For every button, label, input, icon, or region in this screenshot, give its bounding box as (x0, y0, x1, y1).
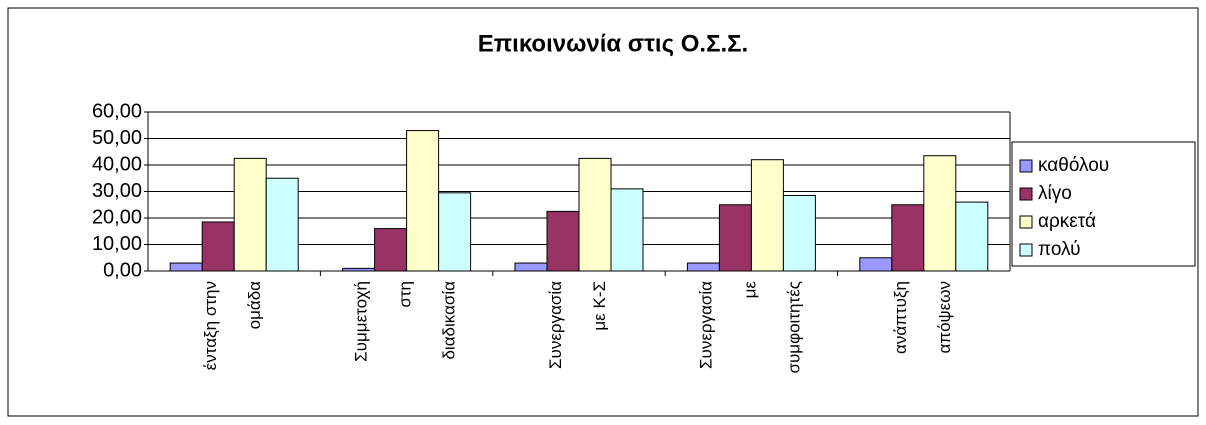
bar (923, 155, 957, 272)
legend-label: λίγο (1038, 183, 1072, 204)
bar (546, 210, 580, 272)
bar (265, 177, 299, 272)
bar (610, 188, 644, 272)
y-tick-label: 0,00 (103, 259, 142, 281)
bar (782, 194, 816, 272)
bar (891, 204, 925, 272)
y-tick-label: 30,00 (92, 180, 142, 202)
bar (859, 257, 893, 272)
chart-title: Επικοινωνία στις Ο.Σ.Σ. (478, 30, 748, 57)
y-tick-label: 10,00 (92, 233, 142, 255)
bar (438, 192, 472, 272)
legend-label: καθόλου (1038, 155, 1109, 176)
bar (342, 267, 376, 272)
legend-swatch (1019, 159, 1033, 173)
bar (750, 159, 784, 272)
legend-label: αρκετά (1038, 211, 1096, 232)
bar (201, 221, 235, 272)
legend-box (1011, 141, 1196, 267)
legend-label: πολύ (1038, 239, 1080, 260)
x-tick-label: Συμμετοχή στη διαδικασία (352, 281, 459, 362)
x-tick-label: Συνεργασία με συμφοιτητές (697, 281, 804, 374)
bar (374, 228, 408, 272)
bar (514, 262, 548, 272)
y-tick-label: 50,00 (92, 127, 142, 149)
x-tick-label: Συνεργασία με Κ-Σ (546, 281, 609, 369)
bar (718, 204, 752, 272)
legend-swatch (1019, 215, 1033, 229)
bar (955, 201, 989, 272)
bar (233, 157, 267, 272)
bar (578, 157, 612, 272)
y-tick-label: 20,00 (92, 206, 142, 228)
bar (686, 262, 720, 272)
legend-swatch (1019, 243, 1033, 257)
y-tick-label: 60,00 (92, 100, 142, 122)
y-tick-label: 40,00 (92, 153, 142, 175)
x-tick-label: ανάπτυξη απόψεων (891, 281, 954, 354)
bar (406, 130, 440, 272)
legend-swatch (1019, 187, 1033, 201)
bar (169, 262, 203, 272)
x-tick-label: ένταξη στην ομάδα (202, 281, 265, 371)
